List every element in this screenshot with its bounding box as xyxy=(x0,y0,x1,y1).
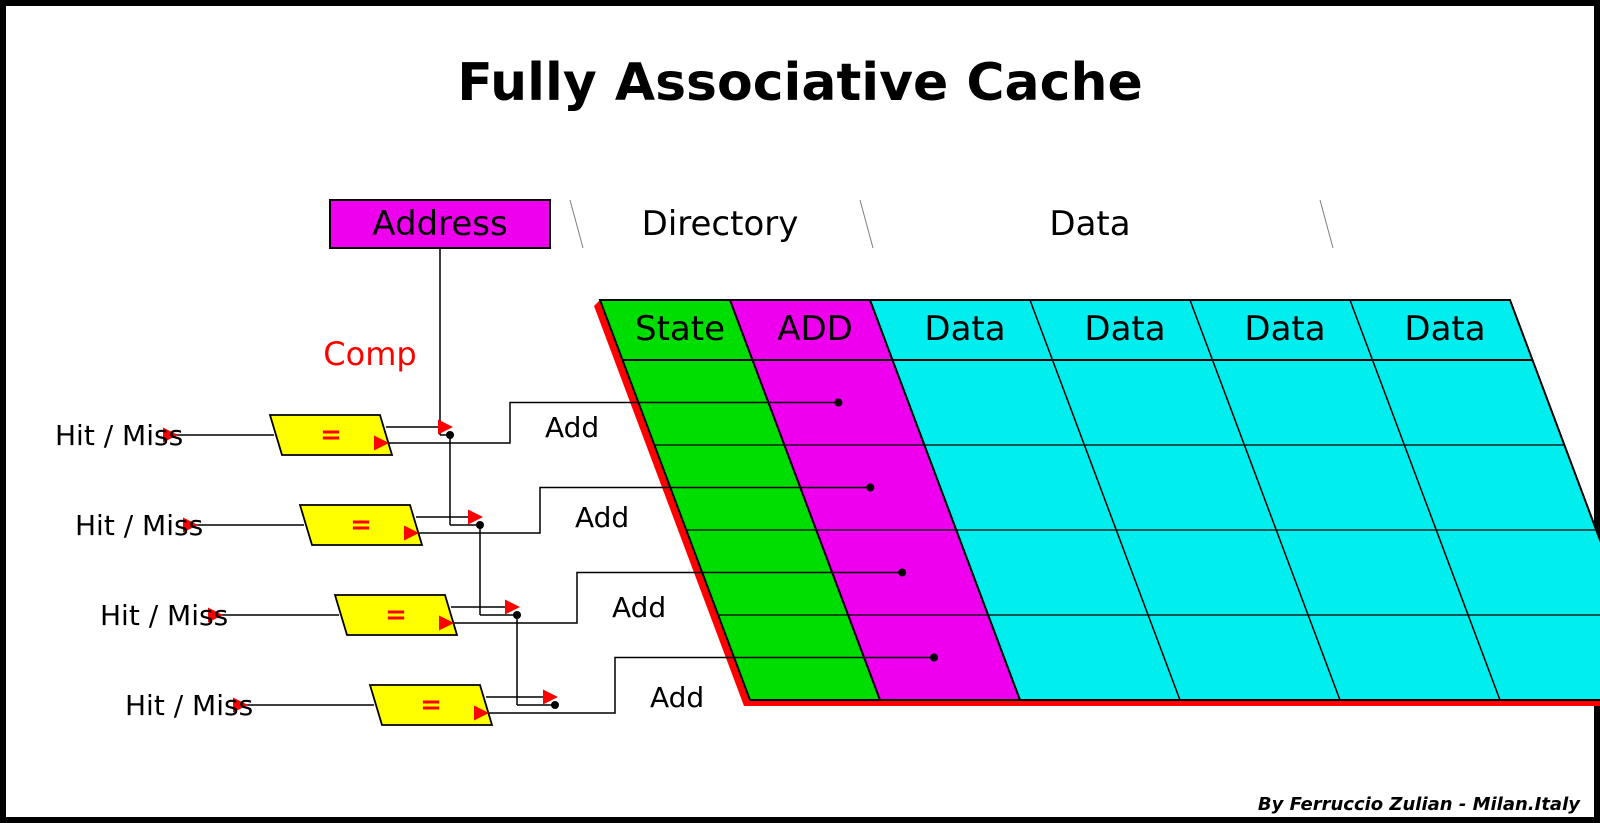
add-wire-label: Add xyxy=(650,681,704,714)
colhead-data: Data xyxy=(1084,309,1165,349)
junction-dot xyxy=(513,611,521,619)
comparator-symbol: = xyxy=(420,690,442,720)
colhead-add: ADD xyxy=(777,309,853,349)
colhead-state: State xyxy=(635,309,725,349)
hit-miss-label: Hit / Miss xyxy=(55,419,183,452)
add-wire-label: Add xyxy=(575,501,629,534)
junction-dot xyxy=(551,701,559,709)
data-label: Data xyxy=(1049,204,1130,244)
add-wire-label: Add xyxy=(612,591,666,624)
junction-dot xyxy=(476,521,484,529)
comparator-symbol: = xyxy=(385,600,407,630)
comparator-symbol: = xyxy=(350,510,372,540)
credit: By Ferruccio Zulian - Milan.Italy xyxy=(1258,794,1581,815)
directory-label: Directory xyxy=(642,204,799,244)
title: Fully Associative Cache xyxy=(457,53,1143,113)
colhead-data: Data xyxy=(924,309,1005,349)
hit-miss-label: Hit / Miss xyxy=(100,599,228,632)
add-wire-label: Add xyxy=(545,411,599,444)
address-label: Address xyxy=(372,204,507,244)
junction-dot xyxy=(446,431,454,439)
colhead-data: Data xyxy=(1404,309,1485,349)
colhead-data: Data xyxy=(1244,309,1325,349)
hit-miss-label: Hit / Miss xyxy=(125,689,253,722)
comparator-symbol: = xyxy=(320,420,342,450)
hit-miss-label: Hit / Miss xyxy=(75,509,203,542)
comp-label: Comp xyxy=(323,335,416,373)
